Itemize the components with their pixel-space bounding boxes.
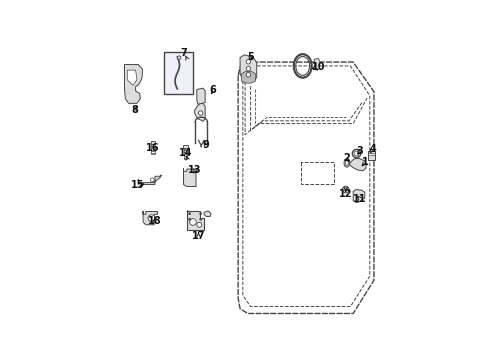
Polygon shape [124, 64, 142, 103]
Polygon shape [352, 190, 364, 203]
Text: 7: 7 [181, 48, 187, 58]
Text: 18: 18 [147, 216, 161, 226]
Circle shape [245, 59, 250, 64]
Text: 12: 12 [338, 189, 352, 199]
Text: 11: 11 [353, 194, 366, 204]
Polygon shape [127, 70, 137, 85]
Text: 16: 16 [146, 143, 160, 153]
Bar [150, 141, 155, 144]
Text: 17: 17 [191, 231, 205, 241]
Text: 6: 6 [209, 85, 216, 95]
Text: 13: 13 [188, 165, 202, 175]
Bar [164, 51, 193, 94]
Text: 15: 15 [130, 180, 144, 190]
Ellipse shape [345, 161, 347, 166]
Polygon shape [194, 103, 205, 121]
Polygon shape [241, 72, 255, 83]
Circle shape [150, 178, 154, 182]
Circle shape [344, 188, 346, 191]
Circle shape [342, 186, 348, 193]
Text: 3: 3 [355, 146, 362, 156]
Circle shape [197, 222, 202, 227]
Polygon shape [143, 211, 157, 225]
Text: 9: 9 [202, 140, 209, 150]
Text: 4: 4 [368, 144, 375, 154]
Bar [367, 151, 375, 160]
Text: 5: 5 [247, 52, 253, 62]
Circle shape [189, 219, 196, 225]
Text: 2: 2 [342, 153, 349, 163]
Bar [183, 145, 187, 148]
Text: 1: 1 [361, 157, 368, 167]
Circle shape [188, 212, 190, 215]
Circle shape [188, 218, 190, 220]
Polygon shape [197, 88, 205, 104]
Polygon shape [187, 210, 203, 230]
Polygon shape [138, 175, 161, 185]
Circle shape [198, 111, 203, 115]
Polygon shape [349, 158, 366, 171]
Polygon shape [314, 58, 319, 70]
Text: 8: 8 [131, 105, 138, 115]
Text: 10: 10 [311, 62, 325, 72]
Circle shape [199, 212, 202, 215]
Circle shape [245, 67, 250, 71]
Polygon shape [240, 55, 256, 82]
Polygon shape [183, 168, 198, 186]
Ellipse shape [344, 159, 349, 167]
Circle shape [177, 56, 181, 59]
Polygon shape [203, 211, 210, 216]
Circle shape [245, 73, 250, 77]
Text: 14: 14 [178, 148, 192, 158]
Circle shape [199, 218, 202, 220]
Circle shape [148, 215, 154, 221]
